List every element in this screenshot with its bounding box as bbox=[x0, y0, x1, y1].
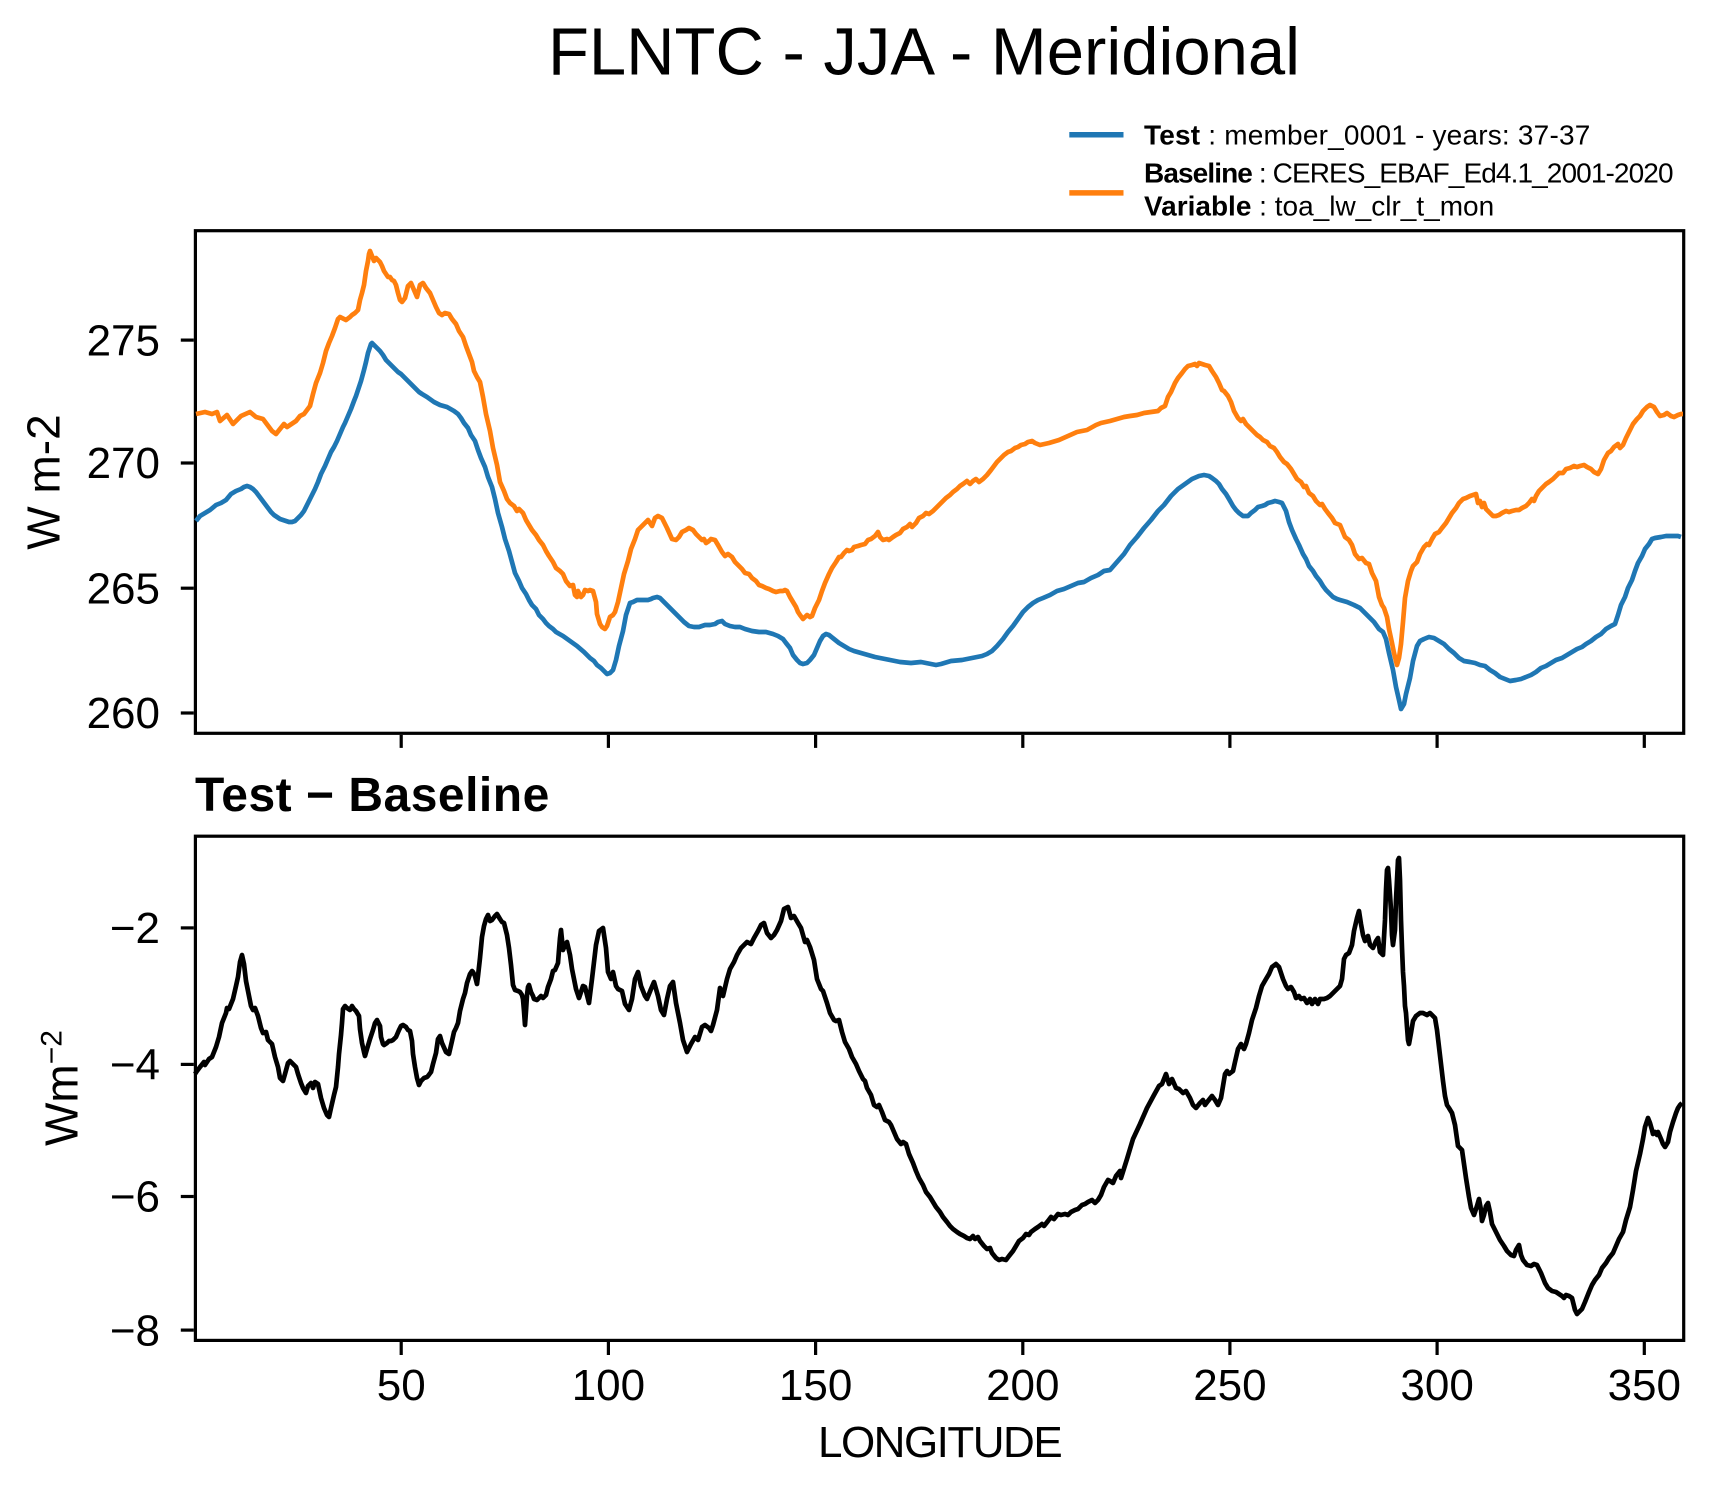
svg-text:−2: −2 bbox=[110, 904, 160, 953]
svg-text:Test − Baseline: Test − Baseline bbox=[195, 769, 550, 822]
svg-text:150: 150 bbox=[779, 1361, 852, 1410]
svg-text:Baseline : CERES_EBAF_Ed4.1_20: Baseline : CERES_EBAF_Ed4.1_2001-2020 bbox=[1144, 157, 1673, 188]
svg-text:FLNTC - JJA - Meridional: FLNTC - JJA - Meridional bbox=[548, 15, 1300, 90]
svg-text:W m-2: W m-2 bbox=[17, 414, 69, 549]
svg-text:265: 265 bbox=[87, 564, 160, 613]
svg-text:270: 270 bbox=[87, 439, 160, 488]
svg-text:275: 275 bbox=[87, 316, 160, 365]
svg-text:260: 260 bbox=[87, 689, 160, 738]
svg-text:−8: −8 bbox=[110, 1306, 160, 1355]
svg-text:350: 350 bbox=[1608, 1361, 1681, 1410]
svg-text:LONGITUDE: LONGITUDE bbox=[818, 1418, 1061, 1467]
svg-text:50: 50 bbox=[377, 1361, 426, 1410]
svg-text:−4: −4 bbox=[110, 1041, 160, 1090]
svg-text:300: 300 bbox=[1400, 1361, 1473, 1410]
svg-text:100: 100 bbox=[572, 1361, 645, 1410]
svg-text:250: 250 bbox=[1193, 1361, 1266, 1410]
svg-text:Test : member_0001 - years: 37: Test : member_0001 - years: 37-37 bbox=[1144, 120, 1591, 151]
svg-text:−6: −6 bbox=[110, 1173, 160, 1222]
svg-text:Variable : toa_lw_clr_t_mon: Variable : toa_lw_clr_t_mon bbox=[1144, 190, 1494, 221]
svg-text:200: 200 bbox=[986, 1361, 1059, 1410]
